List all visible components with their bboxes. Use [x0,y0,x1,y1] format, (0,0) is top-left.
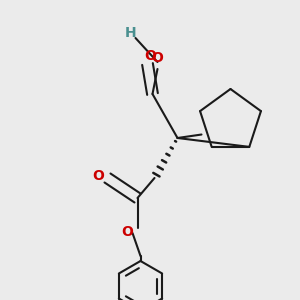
Text: O: O [93,169,104,183]
Text: O: O [122,225,134,239]
Text: H: H [125,26,136,40]
Text: O: O [145,49,156,63]
Text: O: O [152,51,164,65]
